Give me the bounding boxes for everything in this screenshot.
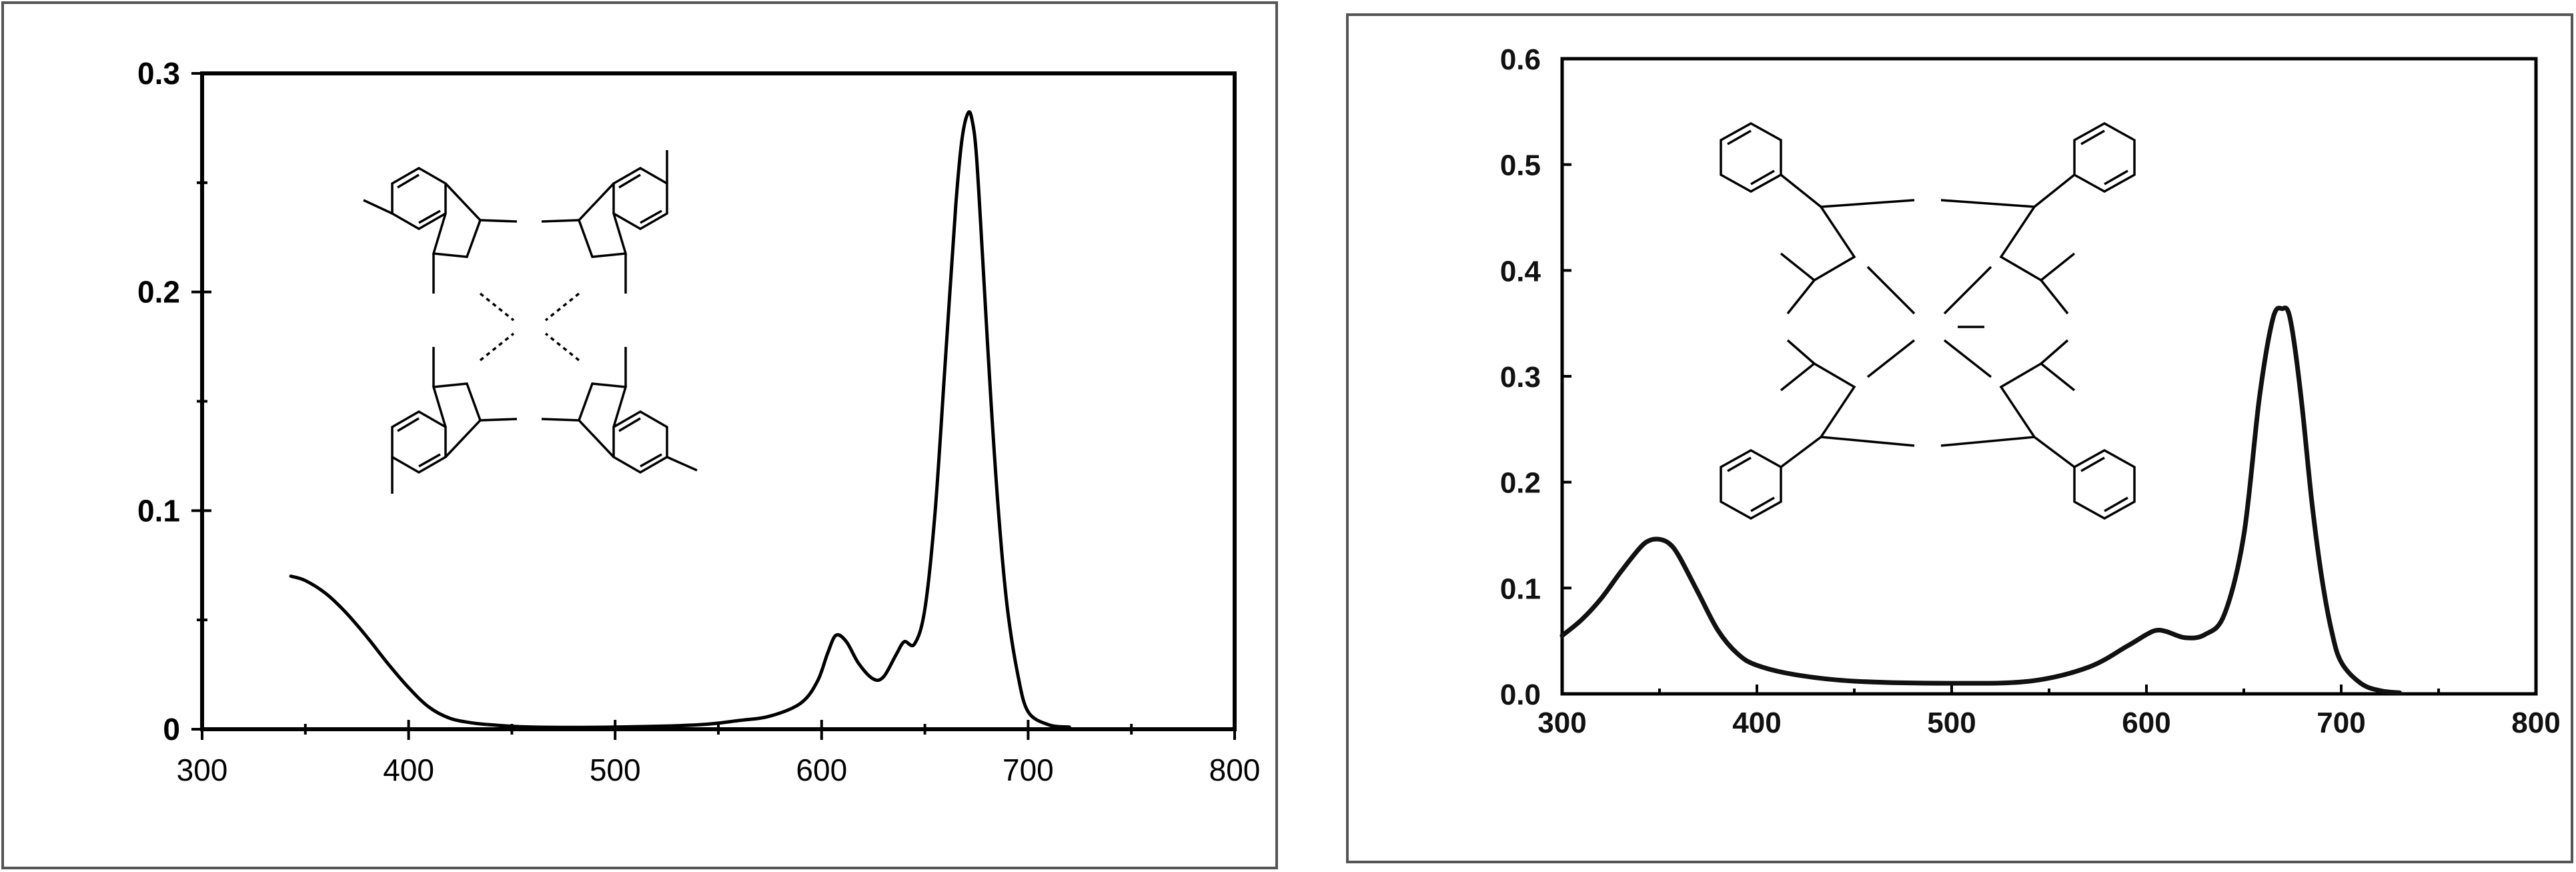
panel-a-x-tick-label: 500 xyxy=(590,753,641,787)
panel-b-plot-area xyxy=(1560,57,2538,696)
panel-a-y-tick-labels: 0 0.1 0.2 0.3 xyxy=(137,56,180,747)
panel-a-x-tick-label: 300 xyxy=(177,753,228,787)
panel-b-x-tick-label: 700 xyxy=(2317,707,2365,739)
panel-b-absorbance-curve xyxy=(1559,306,2403,695)
panel-a-y-tick-label: 0 xyxy=(163,712,180,747)
panel-b-x-tick-label: 600 xyxy=(2122,707,2170,739)
panel-b-x-tick-labels: 300 400 500 600 700 800 xyxy=(1537,707,2560,739)
panel-b-y-tick-labels: 0.0 0.1 0.2 0.3 0.4 0.5 0.6 xyxy=(1500,43,1541,711)
panel-a-molecule-inset xyxy=(363,150,698,494)
panel-a-ticks xyxy=(191,72,1236,740)
panel-b-y-tick-label: 0.2 xyxy=(1500,467,1541,500)
panel-b-y-tick-label: 0.6 xyxy=(1500,43,1541,76)
panel-b-y-tick-label: 0.3 xyxy=(1500,361,1541,394)
panel-b-y-tick-label: 0.5 xyxy=(1500,149,1541,182)
panel-b-border xyxy=(1346,13,2573,863)
panel-b-molecule-inset xyxy=(1720,121,2136,520)
panel-a-x-tick-label: 800 xyxy=(1209,753,1261,787)
panel-b: 0.0 0.1 0.2 0.3 0.4 0.5 0.6 300 400 500 600 700 800 xyxy=(1346,13,2573,863)
panel-a-y-tick-label: 0.2 xyxy=(137,275,180,310)
panel-a-x-tick-label: 400 xyxy=(383,753,434,787)
panel-b-ticks xyxy=(1561,57,2537,695)
panel-a-y-tick-label: 0.1 xyxy=(137,493,180,528)
panel-a-border xyxy=(1,1,1278,869)
panel-b-y-tick-label: 0.0 xyxy=(1500,679,1541,711)
panel-b-x-tick-label: 400 xyxy=(1732,707,1781,739)
panel-a-plot-area xyxy=(200,71,1237,731)
panel-a-absorbance-curve xyxy=(289,110,1071,729)
panel-b-y-tick-label: 0.1 xyxy=(1500,572,1541,605)
panel-b-x-tick-label: 800 xyxy=(2511,707,2560,739)
panel-a: 0 0.1 0.2 0.3 300 400 500 600 700 800 xyxy=(1,1,1278,869)
panel-b-x-tick-label: 500 xyxy=(1927,707,1976,739)
panel-a-y-tick-label: 0.3 xyxy=(137,56,180,91)
panel-b-x-tick-label: 300 xyxy=(1537,707,1586,739)
panel-a-x-tick-labels: 300 400 500 600 700 800 xyxy=(177,753,1261,787)
panel-a-x-tick-label: 700 xyxy=(1003,753,1054,787)
panel-b-y-tick-label: 0.4 xyxy=(1500,255,1541,288)
panel-a-x-tick-label: 600 xyxy=(796,753,847,787)
